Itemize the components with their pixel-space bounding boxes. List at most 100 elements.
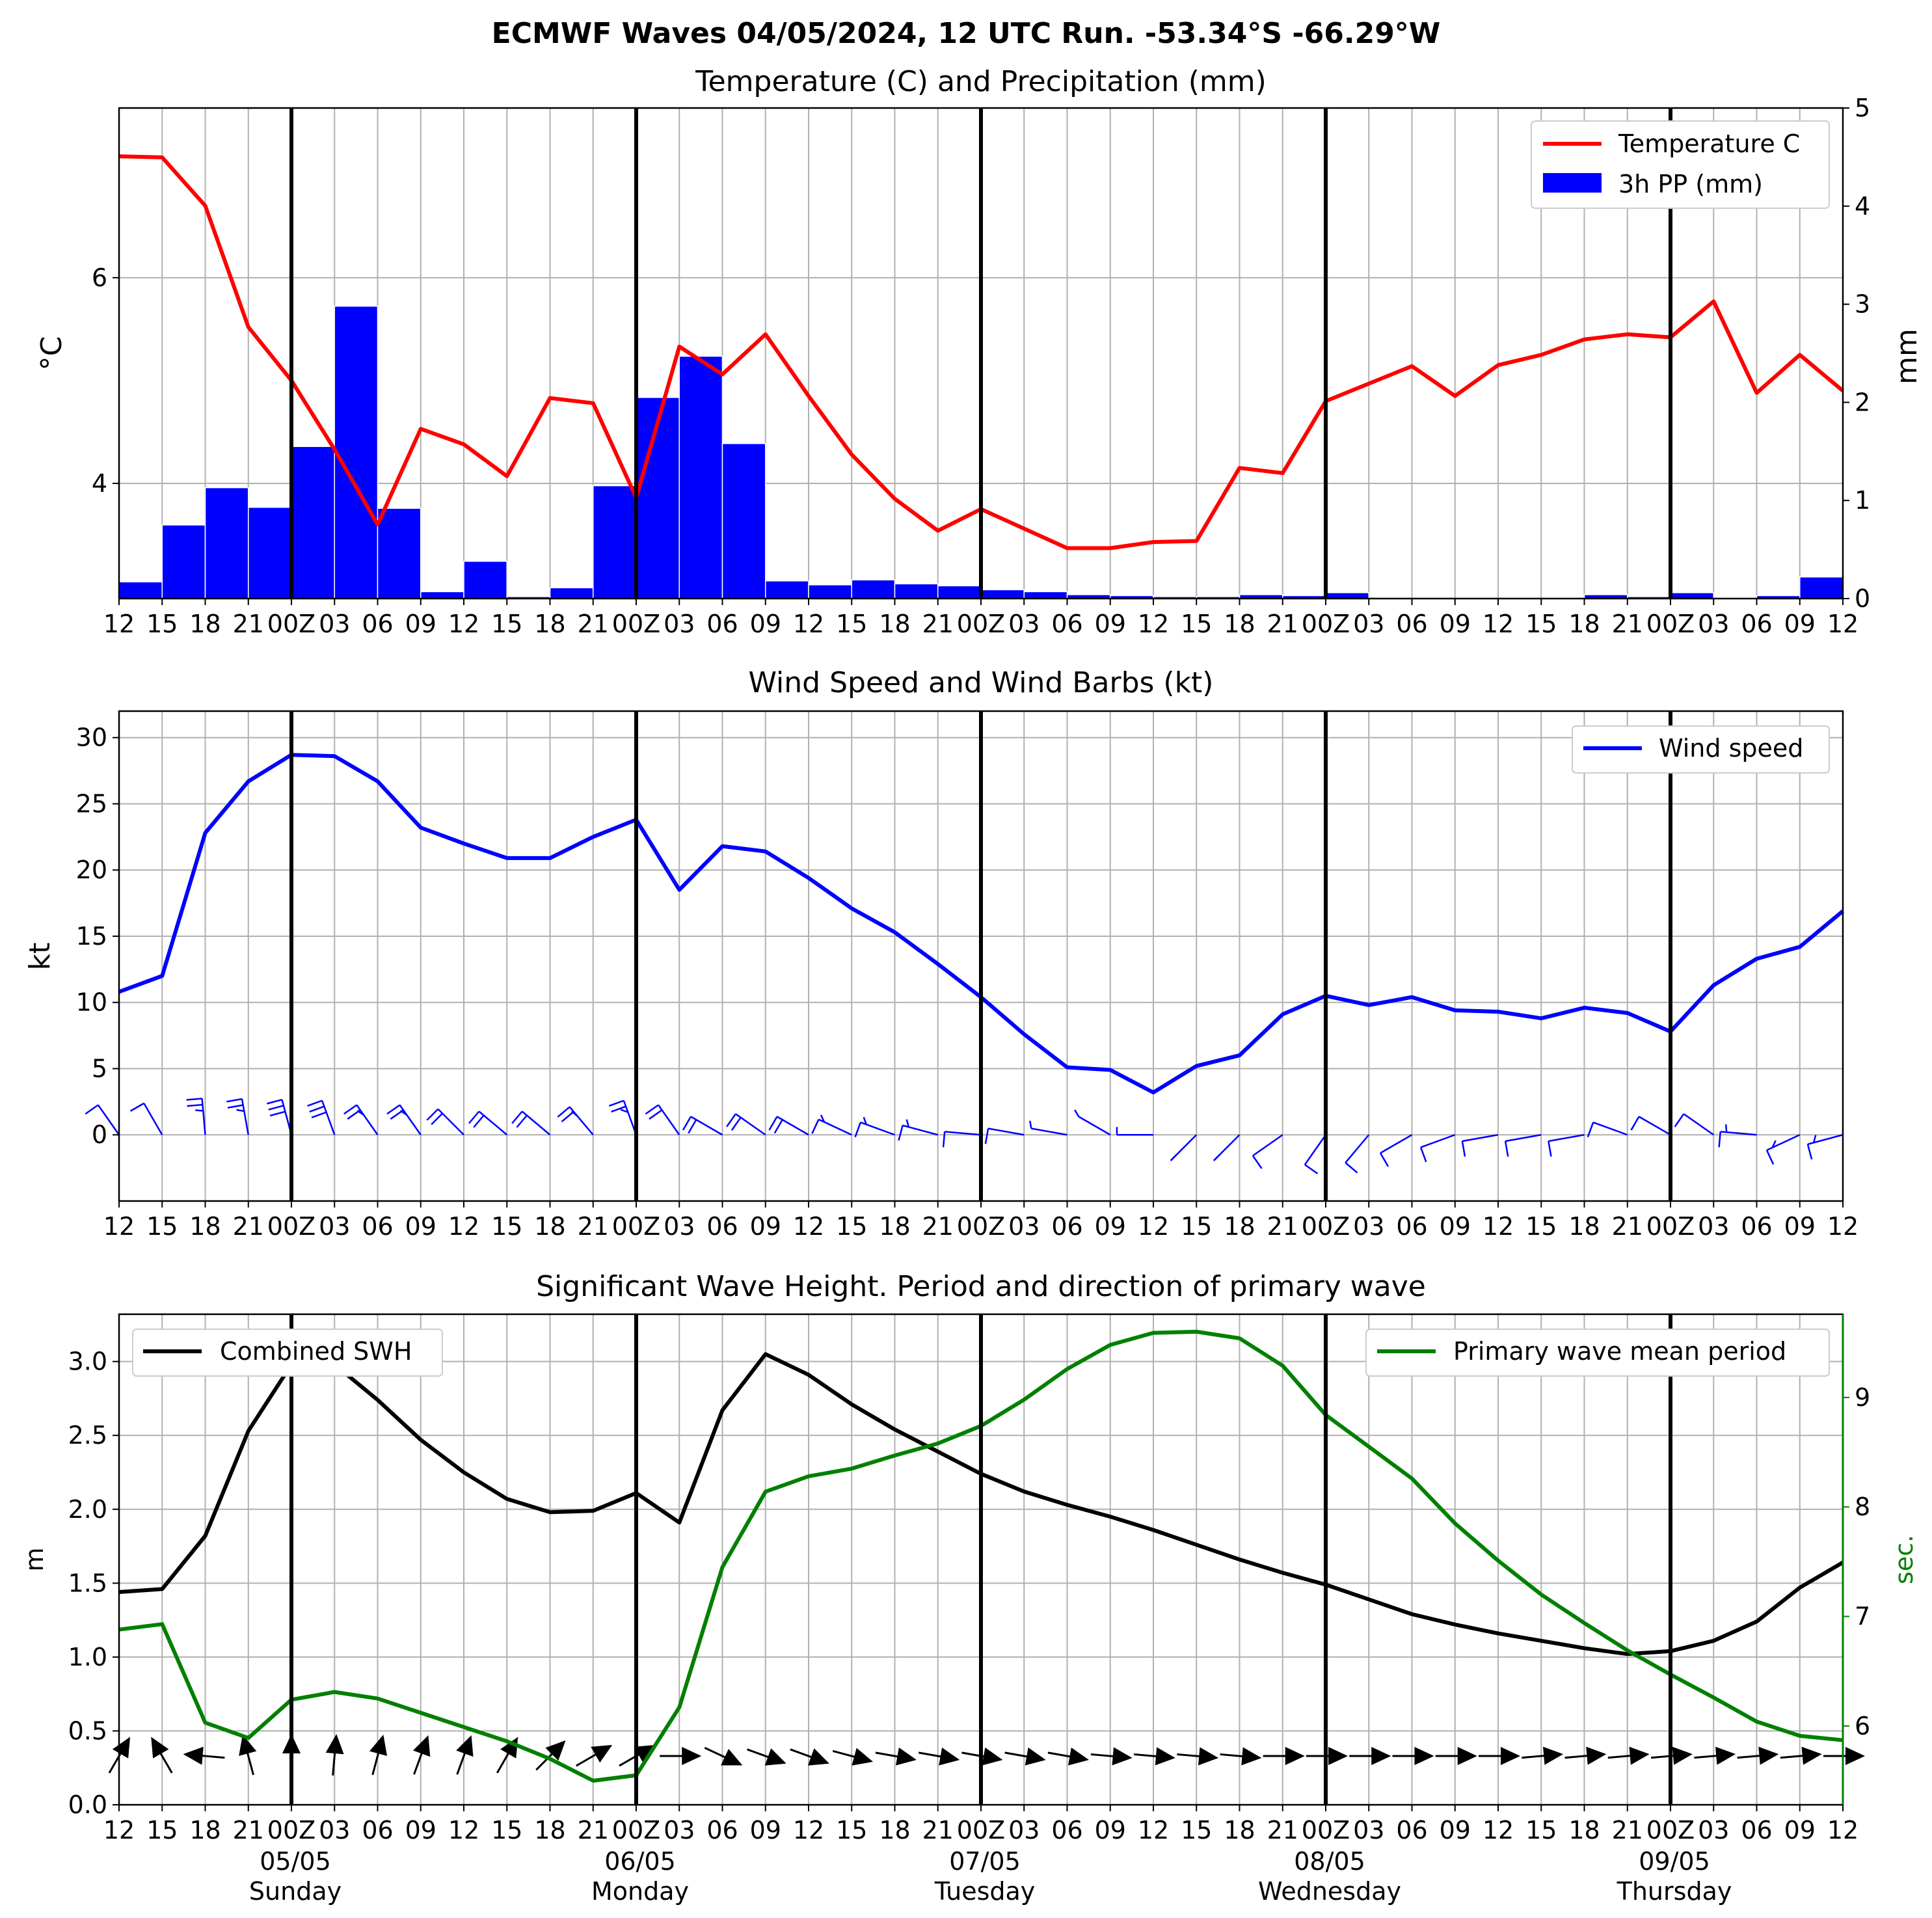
wind-barb-flag: [682, 1116, 692, 1131]
day-date-label: 08/05: [1294, 1847, 1365, 1876]
wave-arrow-head: [1025, 1747, 1046, 1766]
wave-arrow: [535, 1740, 566, 1771]
wave-arrow-head: [183, 1746, 204, 1765]
x-tick-label: 03: [319, 1212, 350, 1241]
x-tick-label: 03: [664, 1816, 695, 1844]
y2-tick-label: 3: [1855, 290, 1870, 319]
wave-arrow: [1522, 1746, 1564, 1765]
day-name-label: Sunday: [249, 1877, 342, 1906]
x-tick-label: 00Z: [1646, 610, 1695, 638]
wave-arrow: [1263, 1747, 1305, 1766]
y-tick-label: 0.0: [68, 1790, 107, 1819]
x-tick-label: 03: [1698, 1212, 1729, 1241]
wind-barb-flag: [611, 1105, 626, 1113]
x-tick-label: 00Z: [957, 1212, 1005, 1241]
wind-barb-staff: [987, 1128, 1025, 1136]
wind-barb: [1029, 1120, 1067, 1136]
day-name-label: Monday: [591, 1877, 689, 1906]
x-tick-label: 15: [491, 610, 522, 638]
wind-barb: [186, 1098, 206, 1135]
wave-arrow-head: [982, 1747, 1003, 1766]
x-tick-label: 03: [1008, 610, 1040, 638]
swh-axis-label: m: [20, 1547, 49, 1571]
wave-arrow: [239, 1735, 257, 1776]
wave-arrow-head: [896, 1747, 917, 1766]
wind-barb-staff: [1078, 1116, 1111, 1136]
precip-bar: [593, 485, 637, 599]
x-tick-label: 09: [1440, 1212, 1471, 1241]
x-tick-label: 18: [1224, 1816, 1255, 1844]
wind-barb-flag: [473, 1114, 485, 1128]
wind-barb-flag: [768, 1116, 778, 1131]
x-tick-label: 06: [362, 1816, 393, 1844]
x-tick-label: 21: [578, 610, 609, 638]
panel-wind-legend: Wind speed: [1572, 725, 1830, 774]
wind-barb-half-flag: [1029, 1120, 1032, 1129]
precip-bar: [291, 446, 335, 599]
wave-arrow-head: [1845, 1747, 1865, 1766]
wind-barb: [682, 1116, 723, 1136]
y-tick-label: 15: [76, 922, 107, 951]
wind-barb: [1345, 1134, 1370, 1174]
x-tick-label: 21: [1267, 1212, 1298, 1241]
x-tick-label: 15: [1525, 1212, 1557, 1241]
wind-barb-staff: [658, 1104, 680, 1135]
wind-barb: [726, 1113, 766, 1136]
precip-bar: [420, 591, 464, 599]
precip-bar: [1799, 576, 1844, 599]
x-tick-label: 06: [1051, 1816, 1082, 1844]
wave-arrow: [1564, 1746, 1607, 1765]
x-tick-label: 09: [405, 610, 436, 638]
wind-barb-staff: [1548, 1134, 1585, 1142]
x-tick-label: 00Z: [1302, 1816, 1350, 1844]
wave-arrow: [1090, 1747, 1133, 1766]
panel-temperature-legend: Temperature C 3h PP (mm): [1531, 120, 1830, 209]
wave-arrow-head: [369, 1735, 388, 1756]
wind-barb: [1630, 1116, 1671, 1136]
wind-barb-half-flag: [356, 1110, 365, 1116]
wind-barb-flag: [773, 1119, 783, 1134]
x-tick-label: 21: [922, 610, 954, 638]
wind-barb-flag: [468, 1111, 480, 1124]
wind-barb: [1461, 1134, 1499, 1157]
x-tick-label: 18: [534, 610, 565, 638]
wave-arrow: [576, 1745, 613, 1767]
x-tick-label: 12: [793, 610, 824, 638]
wave-arrow-head: [151, 1736, 169, 1759]
x-tick-label: 00Z: [957, 610, 1005, 638]
wind-barb-staff: [97, 1104, 120, 1135]
wave-arrow-head: [591, 1745, 613, 1763]
wave-arrow-head: [721, 1749, 743, 1766]
x-tick-label: 09: [1784, 610, 1816, 638]
wind-barb-staff: [143, 1103, 163, 1135]
wave-arrow-head: [1543, 1746, 1564, 1765]
wind-barb: [942, 1131, 982, 1148]
wave-arrow-head: [1328, 1747, 1348, 1766]
wave-arrow: [1133, 1747, 1175, 1766]
x-tick-label: 15: [1525, 1816, 1557, 1844]
x-tick-label: 15: [836, 1212, 867, 1241]
precip-bar: [678, 355, 723, 599]
wind-barb-flag: [1765, 1150, 1775, 1165]
wave-arrow-head: [1758, 1746, 1779, 1765]
y-tick-label: 1.0: [68, 1643, 107, 1671]
wind-barb-flag: [1548, 1141, 1552, 1157]
wind-barb-staff: [1592, 1121, 1628, 1136]
x-tick-label: 21: [1612, 610, 1643, 638]
x-tick-label: 12: [793, 1816, 824, 1844]
x-tick-label: 00Z: [1646, 1212, 1695, 1241]
x-tick-label: 09: [750, 1212, 781, 1241]
x-tick-label: 03: [1698, 1816, 1729, 1844]
wind-barb-flag: [731, 1116, 742, 1131]
wave-arrow: [1694, 1746, 1736, 1765]
wind-barb-staff: [690, 1116, 723, 1136]
wind-barb: [768, 1116, 809, 1136]
x-tick-label: 15: [836, 1816, 867, 1844]
x-tick-label: 03: [1008, 1212, 1040, 1241]
y-tick-label: 30: [76, 723, 107, 752]
precip-bar: [851, 579, 896, 599]
y2-tick-label: 9: [1855, 1383, 1870, 1412]
wave-arrow-head: [634, 1745, 656, 1763]
y-tick-label: 25: [76, 789, 107, 818]
